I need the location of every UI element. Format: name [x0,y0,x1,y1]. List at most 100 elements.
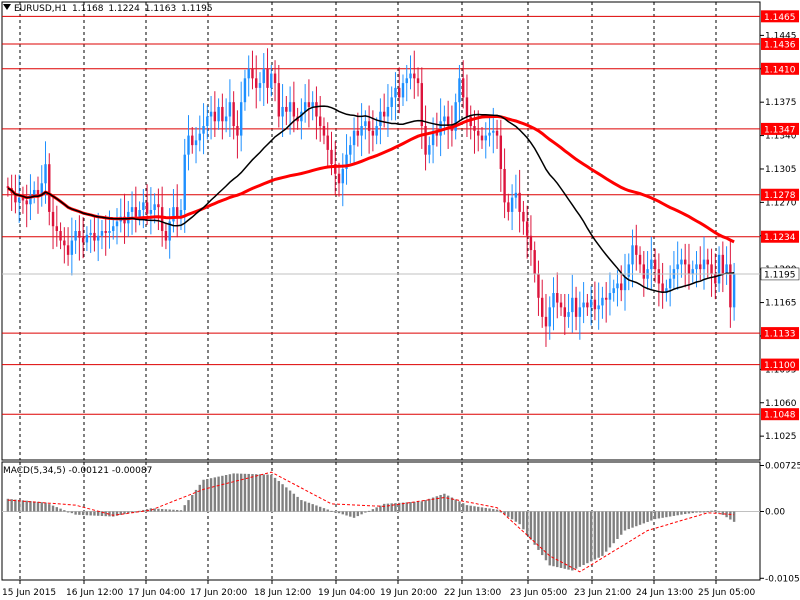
macd-main-value: -0.00121 [68,466,109,476]
macd-histogram-bar [176,509,179,512]
candle-body [70,240,74,255]
candle-body [145,202,149,214]
macd-histogram-bar [262,474,265,512]
candle-body [337,173,341,184]
macd-histogram-bar [465,505,469,512]
open-value: 1.1168 [72,4,104,14]
macd-histogram-bar [356,511,360,517]
candle-body [258,83,262,88]
macd-histogram-bar [721,511,725,515]
macd-histogram-bar [288,490,292,512]
y-axis-label: 1.1270 [765,198,797,208]
candle-body [326,135,329,150]
macd-histogram-bar [556,511,559,568]
candle-body [405,78,408,84]
candle-body [89,232,92,235]
candle-body [367,121,371,131]
macd-histogram-bar [409,502,412,512]
candle-body [699,264,702,270]
level-label-bg [761,37,799,50]
macd-histogram-bar [172,509,175,512]
candle-body [55,226,58,231]
macd-histogram-bar [191,494,194,512]
candle-body [81,237,85,243]
macd-histogram-bar [567,511,570,570]
macd-histogram-bar [330,510,333,512]
macd-histogram-bar [604,511,608,552]
candle-body [401,83,405,98]
macd-histogram-bar [529,511,533,540]
macd-histogram-bar [258,474,262,512]
macd-histogram-bar [337,511,341,514]
candle-body [586,302,589,308]
macd-histogram-bar [578,511,582,567]
macd-histogram-bar [63,510,66,512]
candle-body [217,106,220,122]
macd-signal-value: -0.00087 [111,466,153,476]
candle-body [398,87,401,98]
macd-histogram-bar [593,511,597,560]
macd-histogram-bar [405,502,408,512]
candle-body [206,116,209,127]
macd-histogram-bar [112,511,115,517]
candle-body [601,297,604,306]
macd-histogram-bar [221,475,224,512]
candle-body [66,245,70,255]
macd-histogram-bar [198,484,201,512]
macd-histogram-bar [138,510,141,512]
macd-histogram-bar [285,487,288,512]
macd-histogram-bar [616,511,619,539]
candle-body [202,126,205,134]
macd-histogram-bar [680,511,683,515]
candle-body [74,231,77,241]
macd-histogram-bar [687,511,691,514]
candle-body [115,221,119,227]
candle-body [266,68,269,88]
high-value: 1.1224 [108,4,140,14]
macd-histogram-bar [70,511,74,514]
candle-body [541,297,544,317]
macd-histogram-bar [345,511,348,516]
macd-histogram-bar [270,474,273,512]
macd-header: MACD(5,34,5) -0.00121 -0.00087 [3,466,152,476]
macd-histogram-bar [239,473,243,512]
candle-body [236,126,239,136]
level-label-bg [761,188,799,201]
macd-histogram-bar [571,511,574,571]
macd-histogram-bar [484,507,487,512]
macd-histogram-bar [589,511,593,562]
candle-body [548,307,551,327]
macd-histogram-bar [134,511,138,513]
macd-histogram-bar [563,511,566,569]
candle-body [232,102,235,127]
macd-histogram-bar [228,474,232,512]
macd-histogram-bar [657,511,661,519]
candle-body [635,245,638,255]
macd-histogram-bar [322,508,326,512]
x-axis-label: 22 Jun 13:00 [444,588,501,598]
macd-y-axis-label: -0.01053 [765,574,800,584]
macd-histogram-bar [608,511,612,548]
candle-body [420,83,423,127]
candle-body [221,106,224,122]
macd-histogram-bar [695,511,698,513]
candle-body [653,259,657,270]
dropdown-triangle-icon[interactable] [3,4,11,10]
candle-body [710,264,713,274]
level-label: 1.1048 [764,411,796,421]
candle-body [277,83,281,117]
macd-histogram-bar [638,511,642,525]
candle-body [14,192,17,203]
macd-histogram-bar [251,474,254,512]
candle-body [134,207,138,217]
candle-body [529,235,533,251]
macd-histogram-bar [653,511,657,520]
candle-body [477,130,480,136]
macd-histogram-bar [706,511,709,513]
macd-histogram-bar [537,511,540,550]
x-axis-label: 19 Jun 20:00 [380,588,437,598]
macd-histogram-bar [14,499,17,512]
candle-body [593,299,597,310]
